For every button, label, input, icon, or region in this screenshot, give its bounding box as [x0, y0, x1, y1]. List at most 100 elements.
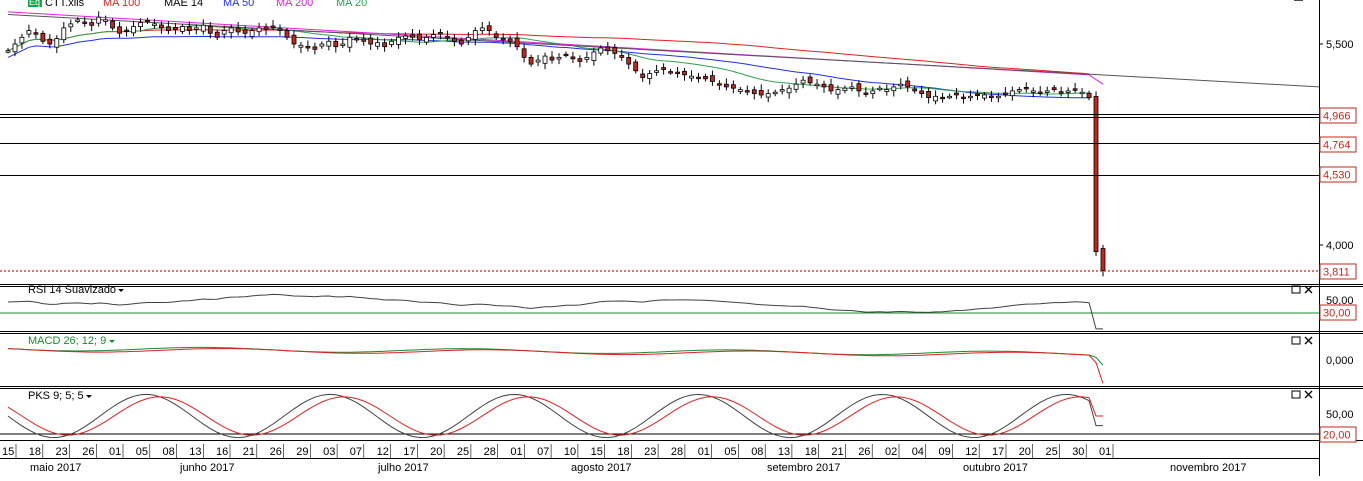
x-day-label: 12 [377, 446, 389, 458]
candle [570, 51, 576, 63]
candle [165, 21, 171, 35]
rsi-dropdown-icon[interactable] [118, 289, 124, 292]
x-day-label: 18 [617, 446, 629, 458]
macd-signal-line [7, 347, 1104, 384]
x-day-label: 29 [296, 446, 308, 458]
candle [989, 90, 994, 102]
macd-label[interactable]: MACD 26; 12; 9 [28, 335, 106, 347]
candle [284, 27, 290, 40]
candle [975, 89, 980, 100]
candle [396, 32, 402, 49]
rsi-close-icon[interactable] [1304, 285, 1313, 294]
candle [933, 90, 938, 105]
pks-close-icon[interactable] [1304, 390, 1313, 399]
symbol-badge[interactable] [28, 0, 42, 7]
symbol-name[interactable]: CTT.xlis [45, 0, 85, 9]
candle [947, 93, 952, 100]
candle [256, 22, 262, 36]
ma200-line [7, 11, 1104, 85]
candle [389, 38, 395, 48]
candle [612, 44, 618, 60]
candle [814, 79, 820, 90]
candle [33, 28, 39, 39]
candle [961, 93, 966, 104]
candle [354, 35, 360, 43]
candle [689, 70, 694, 82]
x-day-label: 23 [56, 446, 68, 458]
candle [605, 41, 611, 55]
x-month-label: maio 2017 [30, 462, 81, 474]
candle [263, 23, 269, 36]
candle [668, 68, 673, 75]
pks-label[interactable]: PKS 9; 5; 5 [28, 390, 84, 402]
candle [47, 34, 53, 49]
x-day-label: 01 [698, 446, 710, 458]
candle [242, 25, 248, 39]
candle [117, 21, 122, 38]
candle [179, 23, 185, 35]
candle [347, 33, 353, 53]
x-day-label: 03 [323, 446, 335, 458]
candle [779, 84, 785, 95]
candle [417, 29, 422, 46]
indicator-ma200[interactable]: MA 200 [276, 0, 313, 9]
candle [563, 51, 569, 58]
candle [765, 89, 771, 103]
candle [703, 73, 708, 82]
price-tick: 4,000 [1326, 240, 1354, 252]
trend-line [7, 14, 1320, 88]
candle [5, 48, 11, 54]
candle [528, 54, 534, 67]
level-label: 4,764 [1323, 140, 1351, 152]
candle [326, 36, 332, 51]
candle [124, 26, 129, 37]
candle [158, 21, 164, 34]
x-day-label: 16 [216, 446, 228, 458]
candle [228, 24, 234, 39]
candle [654, 64, 659, 76]
rsi-label[interactable]: RSI 14 Suavizado [28, 284, 116, 296]
candle [940, 93, 945, 103]
candle [19, 33, 25, 49]
x-day-label: 12 [965, 446, 977, 458]
candle [737, 86, 743, 95]
candle [744, 85, 750, 96]
x-day-label: 15 [2, 446, 14, 458]
candle [996, 92, 1001, 103]
candle [305, 40, 311, 52]
candle [424, 34, 429, 45]
indicator-ma50[interactable]: MA 50 [223, 0, 254, 9]
candle [298, 41, 304, 54]
candle [591, 47, 597, 66]
indicator-ma100[interactable]: MA 100 [103, 0, 140, 9]
candle [410, 29, 415, 41]
indicator-ma20[interactable]: MA 20 [336, 0, 367, 9]
candle [207, 22, 213, 39]
candle [138, 18, 143, 32]
candle [807, 74, 813, 86]
candle [535, 55, 541, 67]
x-day-label: 25 [457, 446, 469, 458]
candle [891, 83, 897, 97]
x-day-label: 09 [939, 446, 951, 458]
indicator-mae14[interactable]: MAE 14 [164, 0, 203, 9]
candle [291, 30, 297, 49]
rsi-maximize-icon[interactable] [1291, 285, 1301, 294]
pks-dropdown-icon[interactable] [86, 395, 92, 398]
x-day-label: 18 [29, 446, 41, 458]
x-day-label: 13 [778, 446, 790, 458]
pks-maximize-icon[interactable] [1291, 390, 1301, 399]
x-day-label: 26 [858, 446, 870, 458]
candle [82, 16, 88, 27]
macd-maximize-icon[interactable] [1291, 336, 1301, 345]
x-day-label: 02 [885, 446, 897, 458]
x-day-label: 30 [1072, 446, 1084, 458]
macd-dropdown-icon[interactable] [109, 340, 115, 343]
candle [1003, 87, 1008, 98]
candle [437, 29, 443, 40]
macd-close-icon[interactable] [1304, 336, 1313, 345]
candle [319, 41, 325, 49]
candle [152, 18, 157, 29]
candle [905, 76, 911, 92]
candle [75, 17, 81, 24]
